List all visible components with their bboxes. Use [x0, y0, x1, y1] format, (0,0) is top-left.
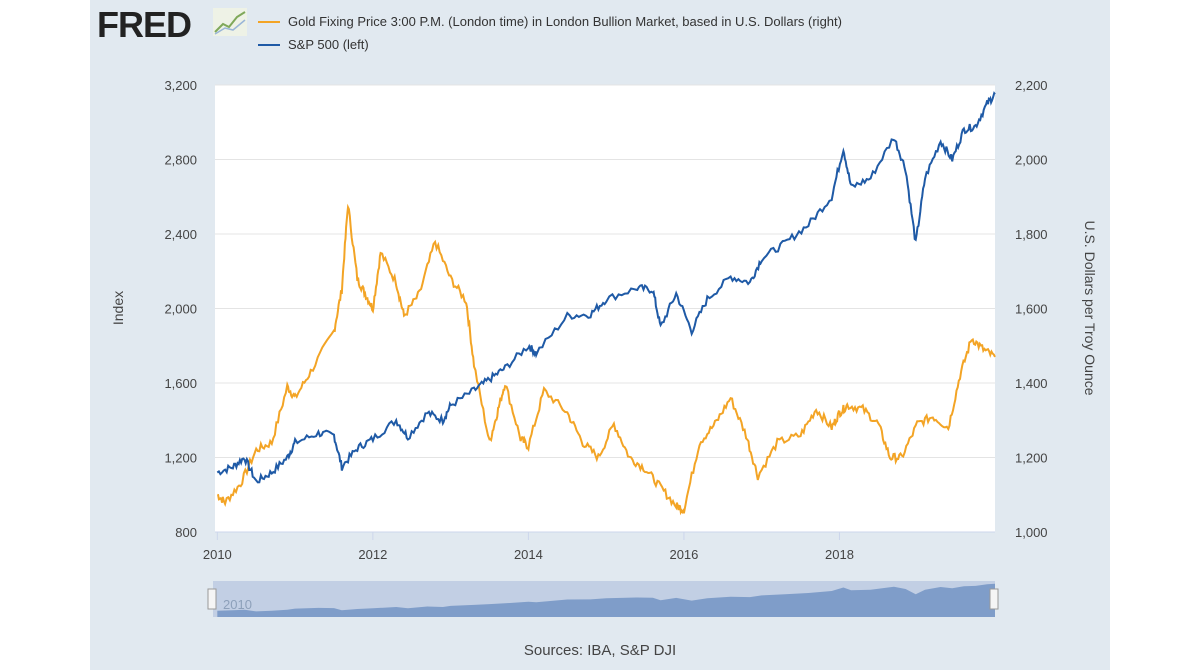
x-tick-label: 2016: [669, 547, 698, 562]
legend-swatch: [258, 43, 280, 46]
left-axis-label: Index: [110, 291, 126, 325]
left-tick-label: 3,200: [164, 78, 197, 93]
x-tick-label: 2012: [358, 547, 387, 562]
right-tick-label: 2,000: [1015, 153, 1048, 168]
legend-label: Gold Fixing Price 3:00 P.M. (London time…: [288, 14, 842, 29]
left-tick-label: 2,800: [164, 153, 197, 168]
right-tick-label: 2,200: [1015, 78, 1048, 93]
navigator-label: 2010: [223, 597, 252, 612]
right-tick-label: 1,800: [1015, 227, 1048, 242]
navigator-area: [217, 583, 996, 617]
x-tick-label: 2010: [203, 547, 232, 562]
left-tick-label: 800: [175, 525, 197, 540]
navigator[interactable]: 2010: [207, 581, 999, 617]
sp500-series-line: [216, 91, 996, 484]
left-tick-label: 2,000: [164, 302, 197, 317]
legend-item-gold[interactable]: Gold Fixing Price 3:00 P.M. (London time…: [258, 14, 842, 29]
fred-logo: FRED: [97, 4, 192, 45]
gold-series-line: [217, 203, 996, 516]
right-tick-label: 1,600: [1015, 302, 1048, 317]
legend-label: S&P 500 (left): [288, 37, 369, 52]
right-axis-label: U.S. Dollars per Troy Ounce: [1082, 220, 1098, 395]
fred-chart-icon: [213, 8, 247, 36]
right-tick-label: 1,000: [1015, 525, 1048, 540]
x-tick-label: 2018: [825, 547, 854, 562]
sources-note: Sources: IBA, S&P DJI: [523, 642, 677, 659]
right-tick-label: 1,400: [1015, 376, 1048, 391]
left-tick-label: 1,200: [164, 451, 197, 466]
navigator-right-handle[interactable]: [989, 588, 999, 610]
right-tick-label: 1,200: [1015, 451, 1048, 466]
left-tick-label: 1,600: [164, 376, 197, 391]
x-tick-label: 2014: [514, 547, 543, 562]
left-tick-label: 2,400: [164, 227, 197, 242]
legend-swatch: [258, 20, 280, 23]
legend-item-sp500[interactable]: S&P 500 (left): [258, 37, 369, 52]
navigator-left-handle[interactable]: [207, 588, 217, 610]
